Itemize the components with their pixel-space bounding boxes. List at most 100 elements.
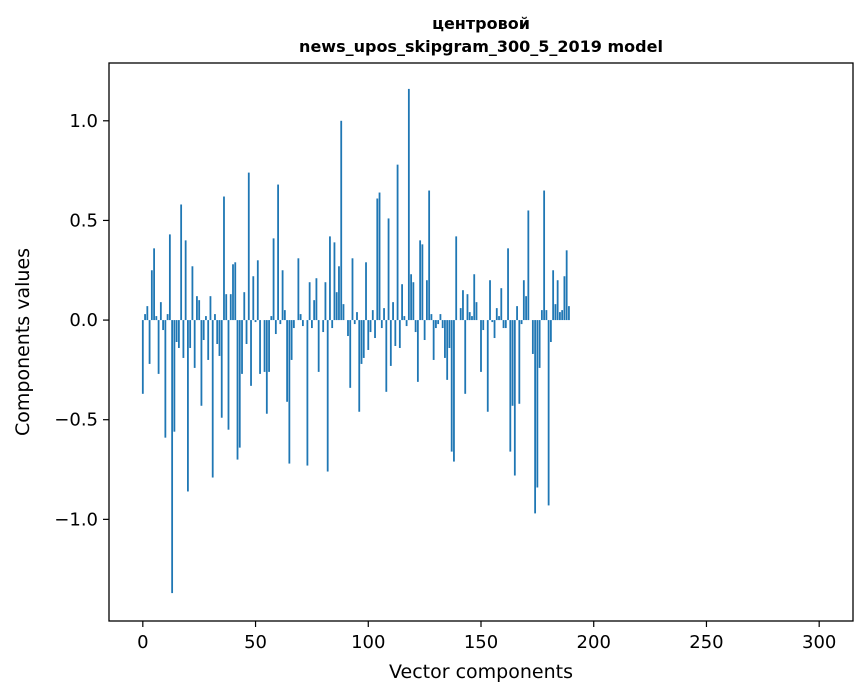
bar bbox=[306, 320, 309, 466]
bar bbox=[421, 244, 424, 321]
bar bbox=[218, 320, 221, 356]
bar bbox=[525, 296, 527, 321]
chart-title-line-2: news_upos_skipgram_300_5_2019 model bbox=[299, 37, 663, 56]
bar bbox=[191, 266, 194, 321]
bar bbox=[547, 320, 550, 506]
bar bbox=[405, 320, 408, 327]
bar bbox=[241, 320, 243, 374]
bar bbox=[380, 320, 383, 329]
bar bbox=[177, 320, 180, 348]
bar bbox=[229, 294, 232, 321]
y-tick-label: 0.0 bbox=[69, 310, 98, 331]
bar bbox=[159, 302, 162, 321]
bar bbox=[504, 320, 507, 329]
bar bbox=[362, 320, 365, 358]
bar bbox=[511, 320, 514, 406]
bar bbox=[439, 314, 442, 321]
bar bbox=[396, 164, 399, 321]
bar bbox=[538, 320, 541, 368]
bar bbox=[340, 120, 343, 321]
bar bbox=[549, 320, 552, 342]
bar bbox=[356, 312, 358, 321]
bar bbox=[486, 320, 489, 412]
bar bbox=[423, 320, 426, 341]
bar bbox=[207, 320, 210, 360]
x-axis-ticks: 0 50 100 150 200 250 300 bbox=[137, 621, 836, 653]
bar bbox=[205, 316, 207, 321]
bar bbox=[292, 320, 295, 329]
bar bbox=[198, 300, 201, 321]
bar bbox=[441, 320, 444, 329]
x-tick-label: 300 bbox=[802, 632, 836, 653]
bar bbox=[301, 320, 304, 327]
bar bbox=[279, 320, 282, 325]
bar bbox=[416, 320, 419, 382]
bar bbox=[369, 320, 372, 333]
bar bbox=[371, 310, 374, 321]
bar bbox=[556, 280, 559, 321]
bar bbox=[252, 276, 255, 321]
bar bbox=[565, 250, 568, 321]
bar bbox=[401, 284, 403, 321]
bar bbox=[187, 320, 189, 492]
bar bbox=[297, 258, 300, 321]
x-tick-label: 250 bbox=[689, 632, 723, 653]
bar bbox=[435, 320, 437, 329]
bar bbox=[414, 320, 417, 333]
bar bbox=[468, 312, 471, 321]
bar bbox=[141, 320, 144, 394]
bar bbox=[516, 306, 518, 321]
bar bbox=[220, 320, 223, 418]
bar bbox=[540, 310, 543, 321]
bar bbox=[324, 282, 327, 321]
bar bbox=[182, 320, 185, 358]
bar bbox=[238, 320, 241, 448]
bar bbox=[407, 88, 410, 321]
bar bbox=[489, 280, 491, 321]
bar bbox=[534, 320, 537, 514]
bar bbox=[437, 320, 440, 325]
bar bbox=[568, 306, 570, 321]
bar bbox=[311, 320, 313, 329]
y-tick-label: 0.5 bbox=[69, 210, 98, 231]
y-tick-label: −0.5 bbox=[54, 410, 98, 431]
bar bbox=[338, 266, 340, 321]
bar bbox=[522, 280, 525, 321]
bar bbox=[223, 196, 225, 321]
bar bbox=[410, 274, 413, 321]
bar bbox=[234, 262, 237, 321]
bar bbox=[495, 308, 498, 321]
bar bbox=[150, 270, 153, 321]
bar bbox=[376, 198, 379, 321]
bar bbox=[520, 320, 523, 325]
bar bbox=[236, 320, 239, 460]
bar bbox=[171, 320, 174, 594]
bar bbox=[385, 320, 388, 392]
bar bbox=[227, 320, 230, 430]
x-tick-label: 0 bbox=[137, 632, 148, 653]
bar bbox=[358, 320, 361, 412]
bar bbox=[331, 320, 334, 329]
bar bbox=[313, 300, 316, 321]
bar bbox=[283, 310, 286, 321]
bar bbox=[419, 240, 422, 321]
x-tick-label: 200 bbox=[577, 632, 611, 653]
bars-group bbox=[141, 88, 570, 594]
bar bbox=[216, 320, 219, 344]
bar bbox=[322, 320, 325, 333]
x-tick-label: 150 bbox=[464, 632, 498, 653]
bar bbox=[464, 320, 467, 394]
bar bbox=[425, 280, 428, 321]
bar bbox=[509, 320, 512, 452]
bar bbox=[365, 262, 367, 321]
bar bbox=[277, 184, 279, 321]
bar bbox=[342, 304, 345, 321]
bar bbox=[545, 310, 548, 321]
bar bbox=[473, 274, 476, 321]
bar bbox=[480, 320, 482, 372]
bar bbox=[351, 258, 354, 321]
bar bbox=[256, 260, 259, 321]
y-axis-ticks: −1.0 −0.5 0.0 0.5 1.0 bbox=[54, 111, 109, 530]
bar bbox=[444, 320, 446, 358]
